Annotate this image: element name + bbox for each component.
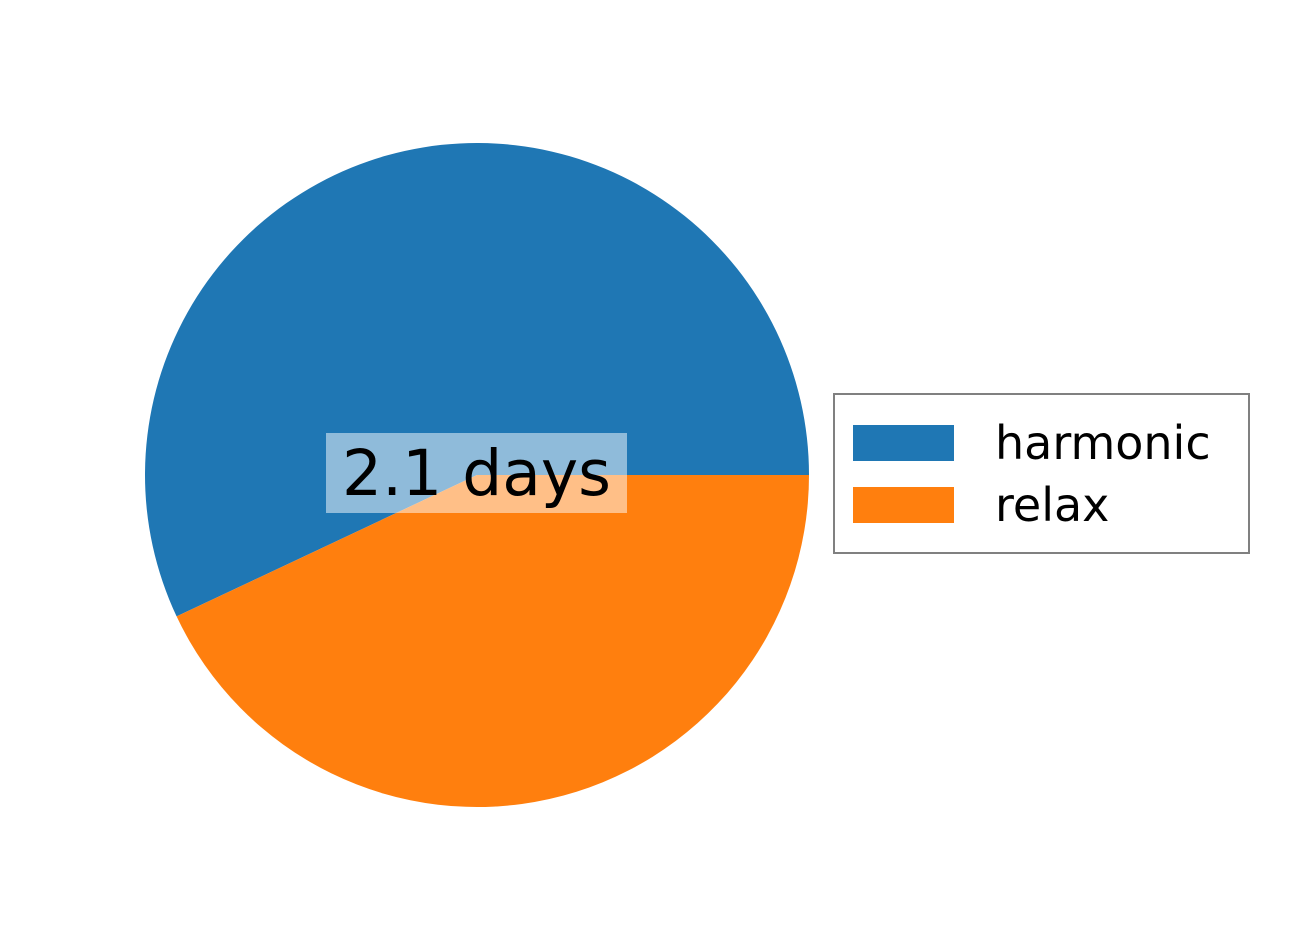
legend-swatch-icon-relax [853,487,954,523]
legend-entry-relax[interactable]: relax [853,474,1248,536]
center-annotation-box: 2.1 days [326,433,627,513]
pie-svg [144,142,810,807]
legend-entry-harmonic[interactable]: harmonic [853,412,1248,474]
legend-entries: harmonic relax [835,395,1248,552]
legend: harmonic relax [833,393,1250,554]
pie-slices [144,142,810,807]
center-annotation-text: 2.1 days [342,436,611,510]
pie-slice-harmonic[interactable] [144,142,809,617]
legend-swatch-icon-harmonic [853,425,954,461]
pie-chart-area [144,142,810,807]
pie-slice-relax[interactable] [176,475,810,807]
legend-label-relax: relax [995,478,1110,532]
legend-label-harmonic: harmonic [995,416,1211,470]
